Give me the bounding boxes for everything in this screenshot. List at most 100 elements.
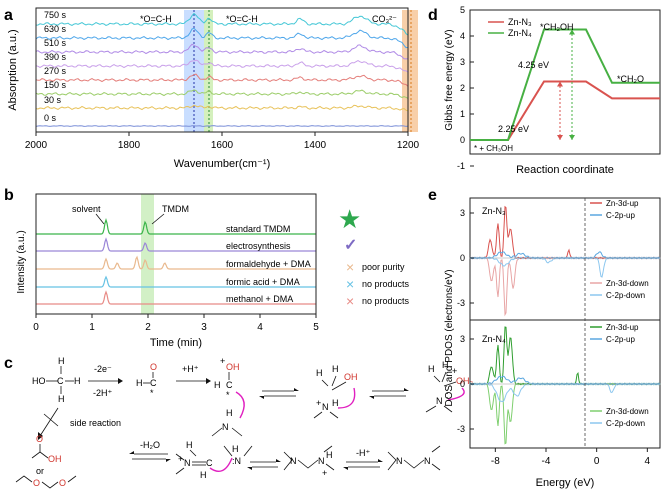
time-label: 390 s [44,52,67,62]
formaldehyde-structure: O H C * [136,362,157,398]
svg-text::: : [446,390,449,400]
tick-label: 4 [460,31,465,41]
panel-a-ylabel: Absorption (a.u.) [7,29,19,110]
panel-b-xticks: 0 1 2 3 4 5 [33,314,319,333]
svg-text:N: N [184,458,191,468]
tick-label: 2 [145,322,151,333]
svg-text:O: O [59,478,66,488]
ftir-trace [35,73,409,87]
panel-d-ylabel: Gibbs free energy (eV) [444,29,455,130]
annotation-co3: CO₃²⁻ [372,14,397,24]
equilibrium-arrow [259,388,299,399]
trace-label: formic acid + DMA [226,277,300,287]
formic-acid-structure: O OH [31,434,62,464]
cross-icon: × [346,293,354,309]
svg-text::N: :N [232,456,241,466]
time-label: 270 s [44,66,67,76]
chromatogram-trace [36,275,316,288]
curved-arrow [209,457,233,472]
panel-d-xlabel: Reaction coordinate [516,164,614,176]
tick-label: -4 [542,456,551,467]
dimethylamine-attack: H :N [223,444,253,466]
protonated-intermediate: + OH H C * H N [211,356,245,437]
arrow-head [38,432,43,440]
svg-text:N: N [396,456,403,466]
ftir-trace [35,125,409,127]
panel-b-frame [35,193,317,315]
trace-label: formaldehyde + DMA [226,259,311,269]
ftir-traces [35,12,409,127]
tick-label: -1 [457,161,465,171]
svg-text:N: N [322,402,329,412]
tick-label: 5 [460,5,465,15]
svg-text:H: H [428,364,435,374]
svg-text:C: C [226,380,233,390]
tmdm-structure: N N [387,445,441,471]
legend-no-products: no products [362,296,410,306]
ftir-trace [35,12,409,36]
protonated-tmdm-structure: N N H + [283,445,335,478]
methylal-structure: O O [15,475,77,489]
svg-text:H: H [74,376,81,386]
panel-b: b Intensity (a.u.) standard TMDM electro… [4,187,410,349]
peak-label-solvent: solvent [72,204,101,214]
svg-text:+: + [322,468,327,478]
time-label: 750 s [44,10,67,20]
label-ch3oh: * + CH₃OH [474,144,513,153]
dos-traces [469,205,661,445]
legend-c2p-up: C-2p-up [606,335,635,344]
panel-b-letter: b [4,187,14,204]
cross-icon: × [346,276,354,292]
svg-text:+: + [452,366,457,376]
svg-text:+: + [316,398,321,408]
panel-b-ylabel: Intensity (a.u.) [16,230,27,293]
svg-text:H: H [226,408,233,418]
panel-a-letter: a [4,7,13,24]
legend-zn3d-up: Zn-3d-up [606,199,639,208]
legend-no-products: no products [362,279,410,289]
trace-label: methanol + DMA [226,294,293,304]
svg-text:OH₂: OH₂ [456,376,474,386]
svg-text:N: N [424,456,431,466]
arrow-head [557,135,563,140]
legend-zn-n4: Zn-N₄ [508,28,532,38]
legend-c2p-down: C-2p-down [606,419,645,428]
svg-text:N: N [290,456,297,466]
panel-e-ylabel: DOS and PDOS (electrons/eV) [444,269,455,406]
equilibrium-arrow [369,388,409,399]
step1-top: -2e⁻ [94,364,112,374]
svg-text:H: H [58,356,65,366]
chromatogram-traces [36,217,316,305]
svg-text:H: H [232,444,239,454]
trace-label: electrosynthesis [226,241,291,251]
bottom-title: Zn-N₄ [482,334,506,344]
tick-label: 1200 [397,140,420,151]
block-mark [43,413,59,427]
highlight-band-orange [402,10,418,132]
curved-arrow [337,387,356,409]
legend-c2p-up: C-2p-up [606,211,635,220]
tick-label: 2000 [25,140,48,151]
svg-text:C: C [150,378,157,388]
chromatogram-trace [36,217,316,235]
svg-text:+: + [220,356,225,366]
tick-label: 0 [460,379,465,389]
tick-label: 1800 [118,140,141,151]
equilibrium-arrow [247,459,281,470]
panel-a-frame [35,7,409,133]
tick-label: 4 [645,456,651,467]
equilibrium-arrow [343,459,383,470]
methanol-structure: HO C H H H [32,356,81,404]
iminium-structure: H + N C H [175,440,233,480]
side-arrow [39,407,59,437]
water-loss-label: -H₂O [140,440,160,450]
curved-arrow [447,387,465,401]
svg-text:N: N [222,422,229,432]
svg-text:H: H [332,364,339,374]
trace-label: standard TMDM [226,224,290,234]
label-2-25ev: 2.25 eV [498,124,529,134]
tick-label: 5 [313,322,319,333]
arrow-head [118,378,123,384]
proton-loss-label: -H⁺ [356,448,370,458]
equilibrium-arrow [129,451,171,462]
